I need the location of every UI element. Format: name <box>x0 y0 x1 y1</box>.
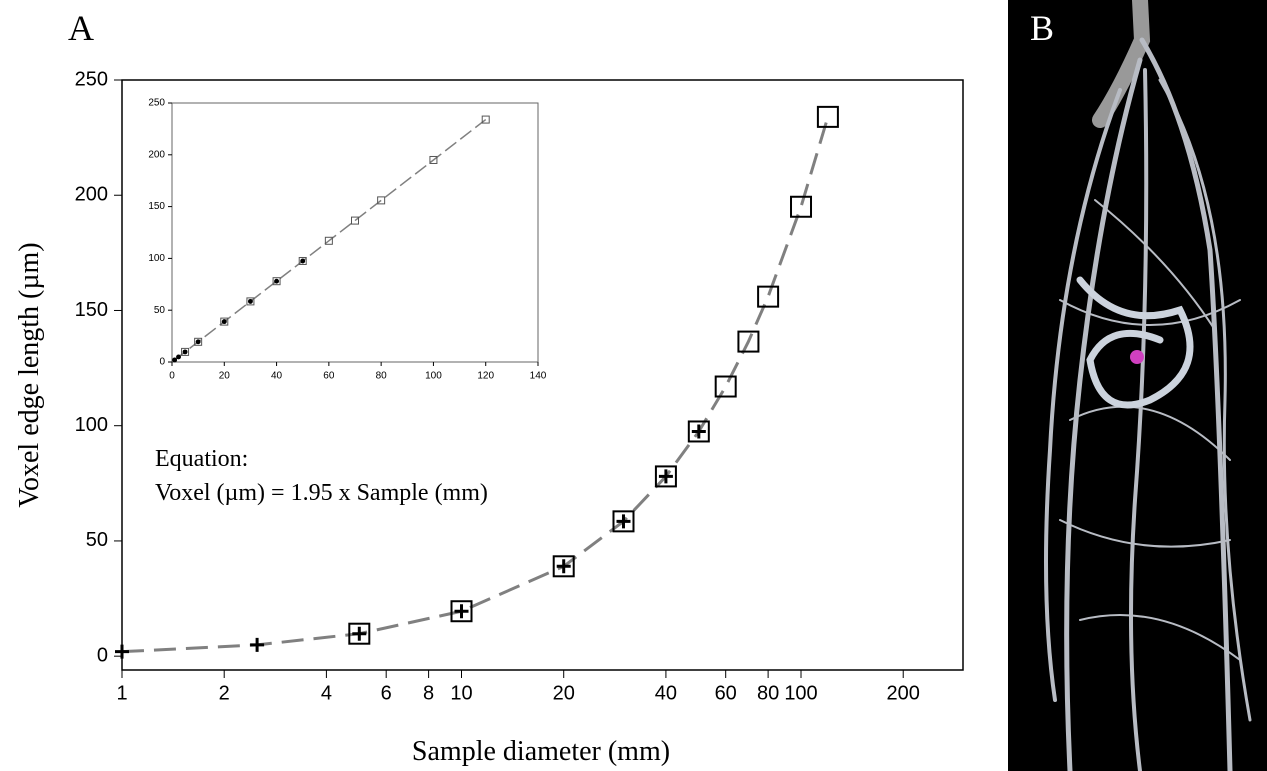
plus-marker <box>352 626 367 641</box>
plus-marker <box>250 637 265 652</box>
square-marker <box>194 337 203 346</box>
inset-chart: 0 20 40 60 80 100 120 140 0 50 100 150 200 250 <box>148 98 546 382</box>
y-tick-label: 50 <box>154 305 166 316</box>
x-tick-label: 200 <box>887 682 920 704</box>
plus-marker <box>454 604 469 619</box>
x-tick-label: 6 <box>381 682 392 704</box>
square-marker <box>377 196 386 205</box>
x-tick-label: 8 <box>423 682 434 704</box>
x-tick-label: 4 <box>321 682 332 704</box>
y-tick-label: 200 <box>75 184 108 206</box>
y-tick-label: 250 <box>75 68 108 90</box>
y-tick-label: 0 <box>159 357 165 368</box>
root-system <box>1044 0 1252 771</box>
square-marker <box>450 600 473 623</box>
x-tick-label: 20 <box>219 371 231 382</box>
x-tick-label: 40 <box>271 371 283 382</box>
dot-marker <box>221 319 227 325</box>
x-tick-label: 80 <box>757 682 779 704</box>
dot-marker <box>300 258 306 264</box>
annotation: Voxel (µm) = 1.95 x Sample (mm) <box>155 480 488 506</box>
x-tick-label: 1 <box>116 682 127 704</box>
plus-marker <box>691 424 706 439</box>
x-axis-label: Sample diameter (mm) <box>412 736 670 767</box>
x-tick-label: 120 <box>477 371 494 382</box>
x-tick-label: 20 <box>553 682 575 704</box>
y-tick-label: 150 <box>148 201 165 212</box>
x-tick-label: 100 <box>425 371 442 382</box>
x-tick-label: 100 <box>784 682 817 704</box>
x-tick-label: 60 <box>323 371 335 382</box>
square-marker <box>757 285 780 308</box>
square-marker <box>654 465 677 488</box>
square-marker <box>272 277 281 286</box>
y-tick-label: 100 <box>75 414 108 436</box>
y-tick-label: 150 <box>75 299 108 321</box>
square-marker <box>816 105 839 128</box>
dot-marker <box>274 278 280 284</box>
annotation: Equation: <box>155 446 248 472</box>
square-marker <box>220 317 229 326</box>
plus-marker <box>658 469 673 484</box>
square-marker <box>348 622 371 645</box>
y-axis-label: Voxel edge length (µm) <box>14 242 45 507</box>
dot-marker <box>176 354 181 360</box>
panel-label: B <box>1030 8 1054 48</box>
x-tick-label: 2 <box>219 682 230 704</box>
x-tick-label: 80 <box>376 371 388 382</box>
x-tick-label: 60 <box>715 682 737 704</box>
square-marker <box>324 236 333 245</box>
square-marker <box>612 510 635 533</box>
y-tick-label: 0 <box>97 644 108 666</box>
y-tick-label: 250 <box>148 98 165 109</box>
dot-marker <box>195 339 201 345</box>
square-marker <box>737 330 760 353</box>
y-tick-label: 200 <box>148 149 165 160</box>
dot-marker <box>182 349 188 355</box>
plus-marker <box>115 644 129 659</box>
x-tick-label: 10 <box>450 682 472 704</box>
square-marker <box>298 256 307 265</box>
plus-marker <box>556 559 571 574</box>
square-marker <box>687 420 710 443</box>
square-marker <box>429 155 438 164</box>
dot-marker <box>172 357 178 363</box>
x-tick-label: 40 <box>655 682 677 704</box>
dot-marker <box>247 298 253 304</box>
x-tick-label: 0 <box>169 371 175 382</box>
plot-frame <box>171 102 539 363</box>
y-tick-label: 50 <box>86 529 108 551</box>
square-marker <box>790 195 813 218</box>
y-tick-label: 100 <box>148 253 165 264</box>
square-marker <box>481 115 490 124</box>
square-marker <box>246 297 255 306</box>
square-marker <box>181 347 190 356</box>
highlight-spot <box>1130 350 1144 364</box>
plus-marker <box>616 514 631 529</box>
square-marker <box>351 216 359 225</box>
x-tick-label: 140 <box>530 371 547 382</box>
panel-label: A <box>68 8 94 48</box>
square-marker <box>552 555 575 578</box>
square-marker <box>714 375 737 398</box>
